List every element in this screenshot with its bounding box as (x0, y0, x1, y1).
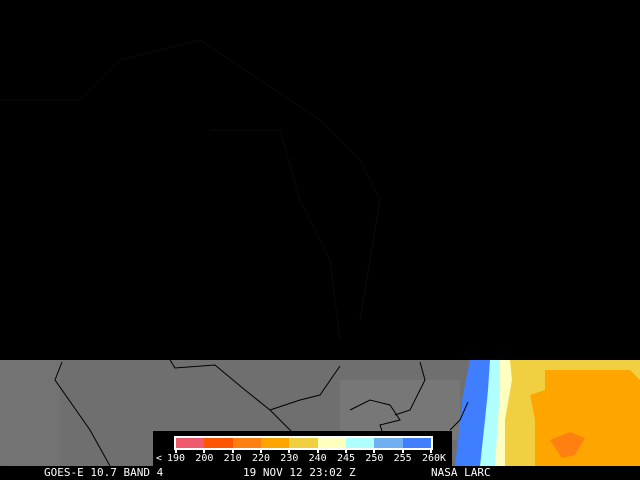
color-230 (289, 438, 318, 448)
color-220 (260, 438, 290, 448)
legend-tick-mark (231, 448, 234, 453)
legend-tick-mark (345, 448, 347, 453)
color-200 (204, 438, 233, 448)
band-220 (530, 370, 640, 466)
legend-tick-label: 255 (393, 453, 412, 464)
legend-tick-mark (373, 448, 376, 453)
color-210 (232, 438, 261, 448)
legend-tick-label: 245 (336, 453, 356, 464)
dark-borders (0, 39, 381, 341)
legend-tick-mark (260, 448, 262, 453)
legend-tick-mark (203, 448, 206, 453)
legend-tick-label: 210 (223, 453, 242, 464)
legend-tick-label: 190 (166, 453, 186, 464)
legend-tick-mark (175, 448, 177, 453)
legend-tick-label: 250 (365, 453, 384, 464)
legend-tick-label: 260 (421, 453, 441, 464)
color-245 (345, 438, 375, 448)
temperature-color-legend: < K 190 200 210 220 230 240 245 250 255 260 (153, 431, 452, 466)
legend-ticks: < K 190 200 210 220 230 240 245 250 255 260 (153, 448, 452, 465)
legend-tick-mark (288, 448, 291, 453)
image-caption-bar: GOES-E 10.7 BAND 4 19 NOV 12 23:02 Z NAS… (0, 466, 640, 480)
image-datetime: 19 NOV 12 23:02 Z (243, 466, 356, 479)
color-255 (402, 438, 431, 448)
color-250 (374, 438, 403, 448)
color-240 (317, 438, 346, 448)
legend-tick-label: 200 (195, 453, 214, 464)
color-190 (176, 438, 205, 448)
legend-tick-mark (430, 448, 432, 453)
satellite-band-label: GOES-E 10.7 BAND 4 (44, 466, 164, 479)
legend-tick-label: 240 (308, 453, 327, 464)
no-data-region (0, 0, 640, 360)
legend-tick-mark (316, 448, 319, 453)
image-credit: NASA LARC (431, 466, 491, 479)
legend-tick-label: 220 (251, 453, 271, 464)
band-210 (550, 432, 585, 458)
color-scale-bar (174, 436, 433, 450)
legend-tick-label: 230 (280, 453, 299, 464)
legend-tick-mark (401, 448, 404, 453)
legend-unit: K (439, 453, 447, 464)
legend-less-than: < (155, 453, 163, 464)
